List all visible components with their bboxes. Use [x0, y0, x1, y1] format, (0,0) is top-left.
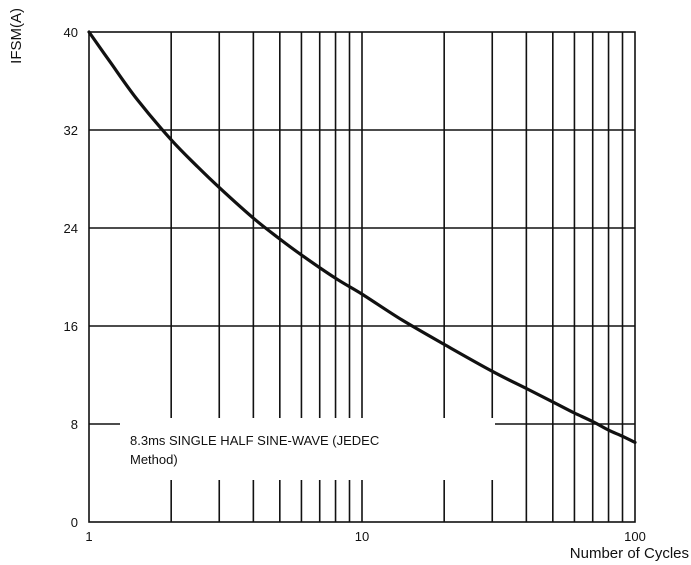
- x-tick-labels: 1 10 100: [85, 529, 645, 544]
- y-tick-label: 24: [64, 221, 78, 236]
- y-tick-label: 16: [64, 319, 78, 334]
- annotation-line-2: Method): [130, 452, 178, 467]
- x-axis-title: Number of Cycles: [570, 545, 689, 562]
- y-axis-title: IFSM(A): [8, 8, 25, 64]
- y-tick-label: 32: [64, 123, 78, 138]
- x-tick-label: 1: [85, 529, 92, 544]
- x-tick-label: 100: [624, 529, 646, 544]
- y-tick-labels: 0 8 16 24 32 40: [64, 25, 78, 530]
- annotation-box: [120, 418, 495, 480]
- x-tick-label: 10: [355, 529, 369, 544]
- y-tick-label: 40: [64, 25, 78, 40]
- y-tick-label: 8: [71, 417, 78, 432]
- surge-curve: [87, 30, 637, 444]
- annotation-line-1: 8.3ms SINGLE HALF SINE-WAVE (JEDEC: [130, 433, 379, 448]
- y-tick-label: 0: [71, 515, 78, 530]
